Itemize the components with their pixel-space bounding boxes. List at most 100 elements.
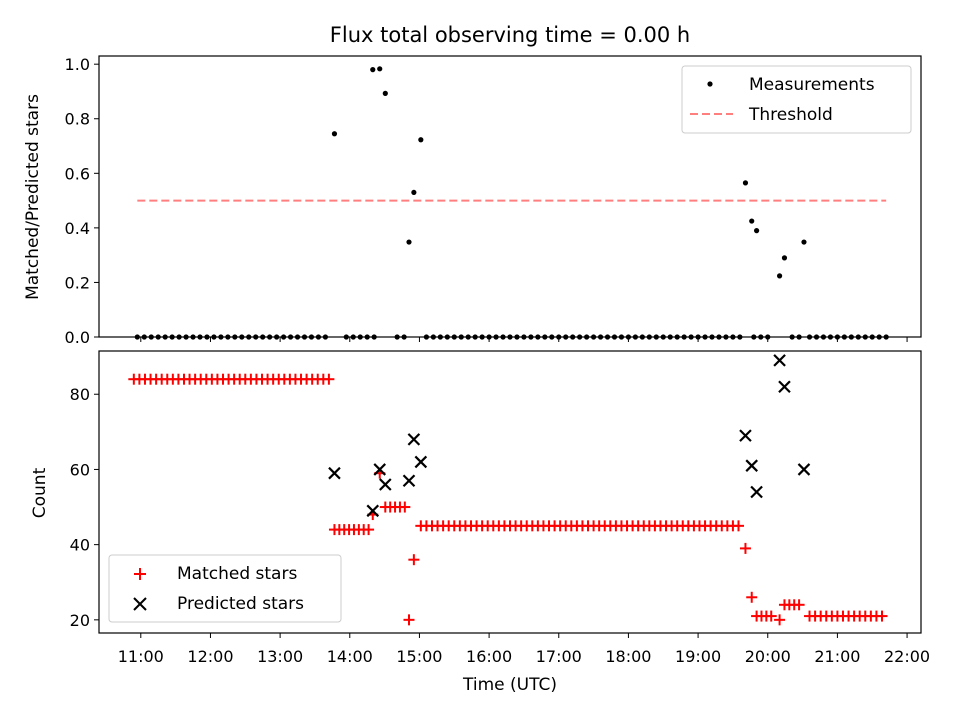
legend-matched-marker [134,568,146,580]
measurement-point [401,334,407,340]
predicted-star-point [750,485,763,499]
measurement-point [827,334,834,340]
measurement-point [681,334,687,340]
measurement-point [394,334,400,340]
measurement-point [742,180,749,186]
measurement-point [781,255,788,261]
measurement-point [776,273,783,279]
predicted-star-point [414,455,428,469]
predicted-star-stroke [414,455,428,469]
x-tick-label: 21:00 [814,647,860,666]
measurement-point [789,334,795,340]
measurement-point [754,228,760,234]
measurement-point [500,334,506,340]
legend-predicted-label: Predicted stars [177,594,304,614]
predicted-star-point [328,466,341,480]
measurement-point [584,334,590,340]
measurement-point [862,334,868,340]
measurement-point [646,334,652,340]
measurement-point [253,334,259,340]
measurement-point [370,67,376,73]
top-y-tick-label: 0.4 [65,219,90,238]
measurement-point [260,334,266,340]
bottom-y-tick-label: 60 [70,460,90,479]
bottom-y-tick-label: 80 [70,385,90,404]
measurement-point [382,90,388,96]
matched-star-point [732,520,744,532]
predicted-star-stroke [750,485,763,499]
matched-star-point [746,591,758,603]
measurement-point [281,334,287,340]
bottom-axes-frame [98,350,922,634]
legend-threshold-label: Threshold [748,105,833,125]
measurement-point [246,334,252,340]
legend-matched-label: Matched stars [177,564,297,584]
measurement-point [308,334,315,340]
predicted-star-stroke [778,380,791,393]
legend-top-frame [681,65,912,134]
measurement-point [274,334,280,340]
measurement-point [723,334,729,340]
measurement-point [162,334,168,340]
measurement-point [134,334,140,340]
measurement-point [315,334,322,340]
measurement-point [883,334,889,340]
chart-title: Flux total observing time = 0.00 h [330,23,690,47]
measurement-point [507,334,513,340]
measurement-point [695,334,701,340]
measurement-point [563,334,569,340]
matched-star-point [363,524,375,536]
measurement-point [451,334,457,340]
predicted-star-point [745,459,759,472]
predicted-star-stroke [739,429,752,442]
measurement-point [287,334,294,340]
measurement-point [834,334,841,340]
matched-star-point [399,501,411,513]
predicted-star-point [402,474,416,487]
matched-star-point [403,614,415,626]
legend-predicted-marker [133,597,147,611]
x-tick-label: 14:00 [327,647,373,666]
measurement-point [514,334,520,340]
measurement-point [377,66,383,72]
predicted-star-point [778,380,791,393]
x-tick-label: 20:00 [745,647,791,666]
measurement-point [183,334,189,340]
measurement-point [197,334,203,340]
measurement-point [528,334,534,340]
top-y-axis-label: Matched/Predicted stars [23,94,43,300]
measurement-point [688,334,694,340]
measurement-point [301,334,308,340]
bottom-y-axis-label: Count [30,467,50,518]
measurement-point [730,334,736,340]
predicted-star-stroke [328,466,341,480]
predicted-star-point [739,429,752,442]
measurement-point [570,334,576,340]
x-tick-label: 16:00 [466,647,512,666]
measurement-point [751,334,757,340]
bottom-y-tick-label: 20 [70,611,90,630]
ratio-plot: 0.0 0.2 0.4 0.6 0.8 1.0 [65,55,922,347]
predicted-star-stroke [407,433,421,446]
measurement-point [225,334,231,340]
measurement-point [709,334,715,340]
measurement-point [418,137,424,143]
measurement-point [350,334,356,340]
measurement-point [813,334,820,340]
measurement-point [148,334,154,340]
measurement-point [667,334,673,340]
matched-star-point [323,373,335,385]
predicted-star-point [366,504,380,518]
measurement-point [556,334,562,340]
measurement-point [590,334,597,340]
measurement-point [549,334,555,340]
measurement-point [364,334,370,340]
x-tick-label: 15:00 [396,647,442,666]
x-tick-label: 12:00 [187,647,233,666]
measurement-point [749,218,755,224]
x-tick-label: 22:00 [884,647,930,666]
measurement-point [625,334,632,340]
measurement-point [294,334,301,340]
measurement-point [343,334,349,340]
